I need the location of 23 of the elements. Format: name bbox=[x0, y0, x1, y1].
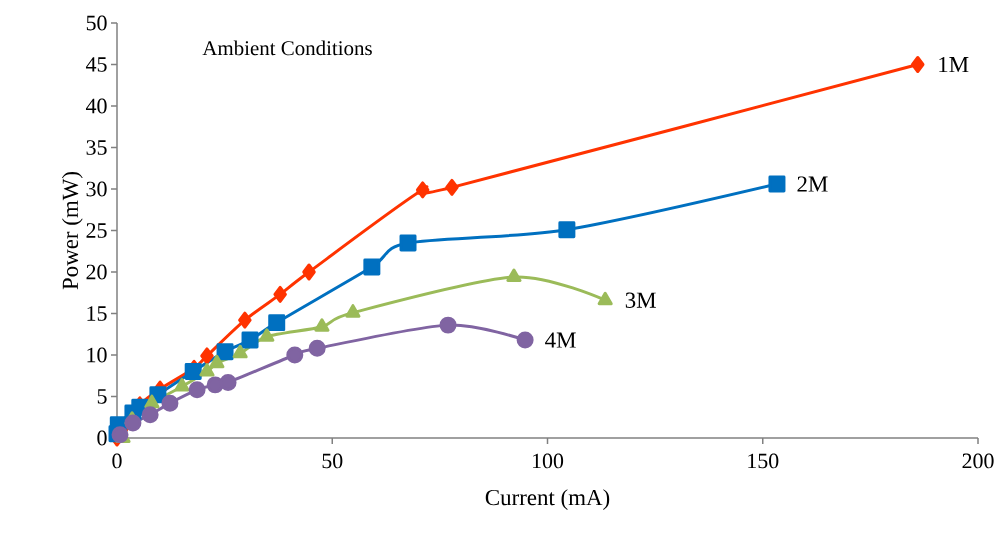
y-tick-label: 5 bbox=[97, 389, 107, 404]
y-tick-label: 35 bbox=[86, 140, 107, 155]
series-label: 4M bbox=[545, 332, 576, 348]
x-tick-label: 100 bbox=[532, 453, 564, 469]
y-tick-label: 20 bbox=[86, 264, 107, 280]
series-label: 1M bbox=[939, 56, 969, 73]
series-label: 3M bbox=[625, 292, 656, 308]
y-tick-label: 30 bbox=[86, 181, 107, 197]
y-tick-label: 15 bbox=[87, 306, 107, 321]
y-tick-label: 10 bbox=[87, 347, 107, 363]
x-axis-title: Current (mA) bbox=[485, 489, 610, 510]
x-tick-label: 50 bbox=[322, 453, 343, 469]
y-tick-label: 25 bbox=[86, 223, 107, 238]
x-tick-label: 200 bbox=[962, 453, 994, 469]
x-tick-label: 0 bbox=[112, 453, 122, 469]
y-tick-label: 40 bbox=[85, 98, 107, 114]
series-label: 2M bbox=[797, 176, 828, 192]
y-axis-title: Power (mW) bbox=[61, 172, 83, 290]
y-tick-label: 50 bbox=[86, 15, 107, 31]
y-tick-label: 0 bbox=[97, 430, 107, 446]
annotation: Ambient Conditions bbox=[202, 40, 372, 56]
x-tick-label: 150 bbox=[748, 453, 779, 469]
y-tick-label: 45 bbox=[85, 57, 107, 72]
